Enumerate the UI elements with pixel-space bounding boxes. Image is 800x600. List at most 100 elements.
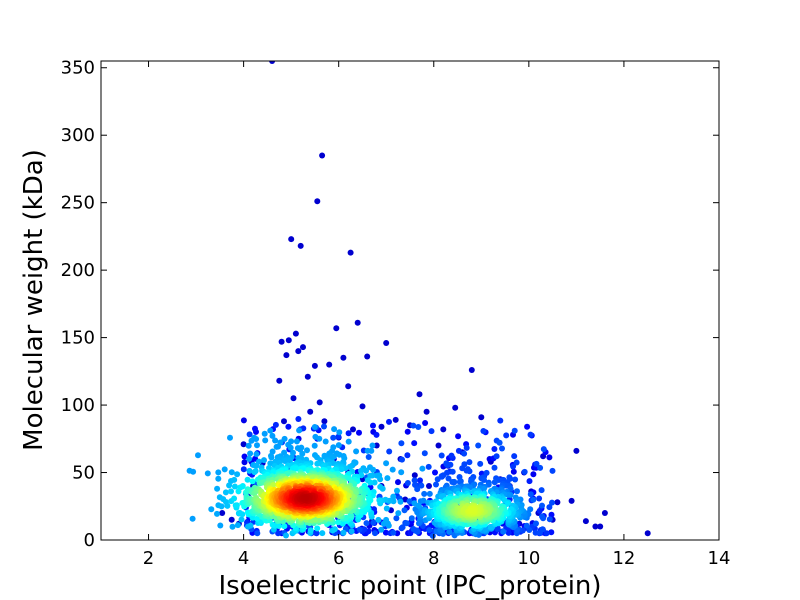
scatter-point (419, 465, 426, 472)
scatter-point (268, 454, 275, 461)
scatter-point (231, 483, 238, 490)
scatter-point (383, 340, 390, 346)
scatter-point (319, 152, 326, 159)
scatter-point (321, 423, 327, 430)
scatter-point (370, 519, 377, 526)
scatter-point (353, 448, 360, 455)
scatter-point (364, 353, 371, 360)
scatter-point (273, 443, 280, 450)
scatter-point (370, 466, 377, 473)
y-tick-label: 250 (61, 193, 95, 214)
scatter-point (261, 457, 267, 464)
scatter-point (384, 475, 391, 482)
scatter-point (432, 469, 438, 476)
x-tick-label: 12 (612, 548, 635, 569)
scatter-point (269, 521, 276, 528)
scatter-point (426, 483, 432, 489)
scatter-point (383, 460, 390, 467)
y-tick-label: 350 (61, 58, 95, 79)
scatter-point (369, 442, 376, 449)
x-tick-label: 14 (708, 548, 731, 569)
scatter-point (241, 459, 248, 466)
scatter-point (319, 530, 326, 537)
scatter-point (393, 515, 400, 522)
scatter-point (475, 442, 482, 449)
scatter-point (361, 526, 368, 533)
scatter-point (251, 469, 258, 476)
scatter-point (214, 485, 221, 492)
scatter-point (269, 61, 276, 64)
scatter-point (247, 450, 254, 457)
scatter-point (526, 478, 533, 485)
scatter-point (423, 408, 430, 415)
scatter-point (299, 450, 306, 457)
scatter-point (293, 465, 300, 472)
scatter-point (487, 524, 494, 530)
scatter-point (253, 436, 260, 442)
scatter-point (411, 472, 418, 479)
scatter-point (304, 373, 311, 380)
scatter-point (539, 513, 545, 520)
scatter-point (503, 432, 510, 439)
scatter-point (314, 198, 321, 205)
scatter-point (548, 511, 555, 518)
scatter-point (573, 447, 580, 454)
scatter-point (530, 496, 537, 503)
scatter-point (240, 417, 247, 424)
scatter-point (311, 442, 318, 449)
scatter-point (383, 505, 390, 512)
scatter-point (333, 325, 340, 332)
scatter-point (426, 490, 433, 497)
scatter-point (288, 236, 295, 243)
scatter-point (523, 522, 530, 529)
scatter-point (386, 448, 393, 455)
scatter-point (415, 424, 422, 430)
scatter-point (438, 452, 445, 459)
scatter-point (335, 519, 342, 526)
scatter-point (311, 362, 318, 369)
scatter-point (373, 442, 380, 449)
scatter-point (461, 450, 468, 457)
scatter-point (403, 520, 410, 527)
scatter-point (497, 417, 504, 424)
scatter-point (219, 510, 226, 516)
scatter-point (539, 526, 546, 533)
scatter-point (208, 506, 215, 513)
scatter-point (307, 527, 314, 534)
scatter-point (401, 507, 408, 514)
scatter-point (510, 463, 517, 470)
scatter-point (229, 523, 236, 530)
scatter-point (386, 418, 392, 425)
scatter-point (421, 490, 428, 497)
scatter-point (451, 479, 458, 486)
scatter-point (524, 423, 531, 430)
scatter-point (228, 516, 235, 523)
scatter-point (189, 515, 196, 522)
scatter-point (330, 434, 337, 441)
scatter-point (269, 432, 276, 439)
scatter-point (247, 522, 254, 529)
scatter-point (336, 429, 343, 436)
scatter-point (481, 477, 487, 483)
scatter-point (482, 526, 489, 533)
scatter-point (510, 468, 517, 475)
scatter-point (275, 530, 282, 537)
x-tick-label: 8 (428, 548, 439, 569)
scatter-point (512, 476, 519, 483)
scatter-point (303, 495, 309, 502)
y-tick-label: 300 (61, 125, 95, 146)
scatter-point (331, 426, 338, 433)
scatter-point (410, 422, 417, 429)
scatter-point (445, 475, 452, 482)
x-tick-label: 6 (333, 548, 344, 569)
scatter-point (275, 523, 282, 529)
scatter-point (378, 526, 385, 533)
scatter-point (313, 530, 320, 537)
scatter-point (543, 530, 550, 537)
scatter-point (222, 489, 229, 496)
scatter-point (406, 498, 413, 505)
scatter-point (407, 530, 414, 537)
scatter-point (281, 435, 288, 442)
y-tick-label: 150 (61, 328, 95, 349)
scatter-point (340, 529, 347, 536)
